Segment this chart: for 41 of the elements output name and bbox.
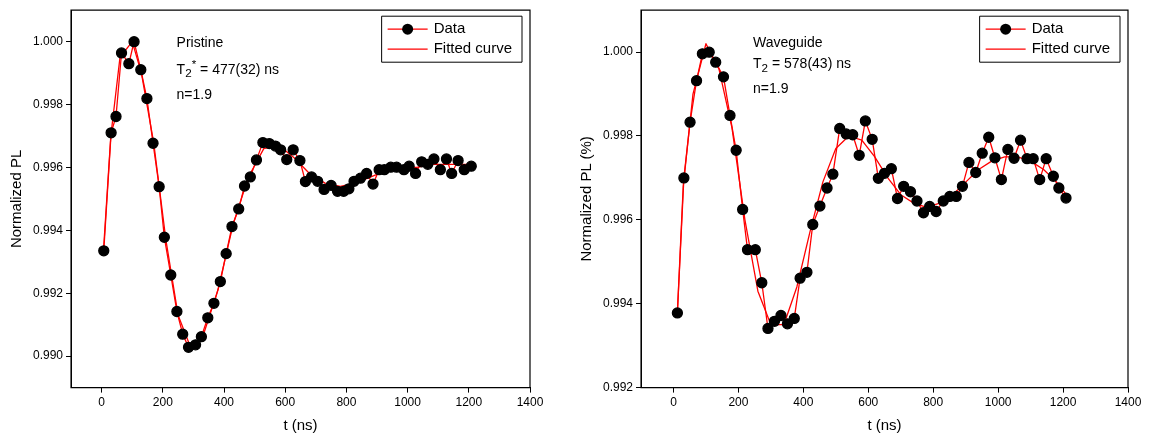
annotation: Waveguide	[753, 33, 824, 53]
y-tick-label: 0.996	[33, 159, 64, 174]
x-tick-label: 1400	[516, 395, 544, 410]
annotation: T$_{2}$ = 578(43) ns	[753, 54, 851, 76]
annotation: Pristine	[176, 33, 225, 53]
y-tick-label: 0.998	[603, 128, 634, 143]
legend-label: Fitted curve	[1031, 39, 1111, 57]
x-tick-label: 400	[793, 395, 814, 410]
legend-label: Fitted curve	[433, 39, 513, 57]
x-tick-label: 200	[152, 395, 174, 410]
y-tick-label: 0.994	[33, 222, 64, 237]
x-tick-label: 400	[214, 395, 235, 410]
x-tick-label: 1000	[394, 395, 422, 410]
y-tick-label: 0.992	[603, 379, 634, 394]
y-tick-label: 1.000	[33, 33, 64, 48]
x-tick-label: 600	[275, 395, 296, 410]
legend-label: Data	[1031, 19, 1064, 37]
x-tick-label: 200	[728, 395, 749, 410]
x-tick-label: 800	[336, 395, 357, 410]
x-tick-label: 0	[98, 395, 106, 410]
x-axis-title: t (ns)	[867, 416, 902, 434]
y-tick-label: 0.992	[33, 285, 64, 300]
x-tick-label: 1000	[984, 395, 1012, 410]
annotation: n=1.9	[176, 84, 213, 104]
x-tick-label: 1200	[455, 395, 483, 410]
annotation: n=1.9	[753, 79, 790, 98]
y-tick-label: 1.000	[603, 44, 634, 59]
y-tick-label: 0.990	[33, 348, 64, 363]
y-tick-label: 0.998	[33, 96, 64, 111]
y-tick-label: 0.994	[603, 296, 634, 311]
y-tick-label: 0.996	[603, 212, 634, 227]
x-tick-label: 800	[923, 395, 944, 410]
x-tick-label: 1200	[1049, 395, 1077, 410]
x-axis-title: t (ns)	[283, 416, 318, 434]
y-axis-title: Normalized PL	[7, 149, 25, 249]
x-tick-label: 600	[858, 395, 879, 410]
annotation: T$_{2}$$^{*}$ = 477(32) ns	[176, 56, 280, 82]
x-tick-label: 0	[670, 395, 678, 410]
y-axis-title: Normalized PL (%)	[577, 136, 595, 262]
x-tick-label: 1400	[1114, 395, 1142, 410]
legend-label: Data	[433, 19, 466, 37]
